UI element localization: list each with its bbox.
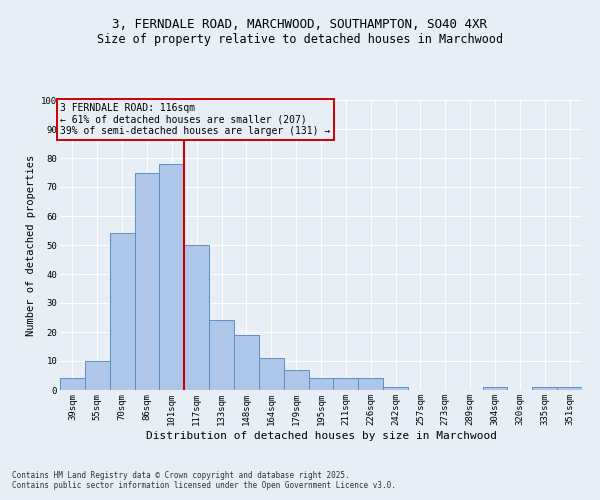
X-axis label: Distribution of detached houses by size in Marchwood: Distribution of detached houses by size … [146, 430, 497, 440]
Bar [209, 320, 234, 390]
Bar [184, 245, 209, 390]
Bar [557, 387, 582, 390]
Bar [334, 378, 358, 390]
Text: 3, FERNDALE ROAD, MARCHWOOD, SOUTHAMPTON, SO40 4XR: 3, FERNDALE ROAD, MARCHWOOD, SOUTHAMPTON… [113, 18, 487, 30]
Bar [308, 378, 334, 390]
Bar [110, 234, 134, 390]
Bar [234, 335, 259, 390]
Bar [160, 164, 184, 390]
Text: Contains HM Land Registry data © Crown copyright and database right 2025.
Contai: Contains HM Land Registry data © Crown c… [12, 470, 396, 490]
Bar [259, 358, 284, 390]
Bar [85, 361, 110, 390]
Bar [358, 378, 383, 390]
Bar [383, 387, 408, 390]
Text: Size of property relative to detached houses in Marchwood: Size of property relative to detached ho… [97, 32, 503, 46]
Bar [532, 387, 557, 390]
Bar [482, 387, 508, 390]
Bar [134, 172, 160, 390]
Bar [284, 370, 308, 390]
Bar [60, 378, 85, 390]
Text: 3 FERNDALE ROAD: 116sqm
← 61% of detached houses are smaller (207)
39% of semi-d: 3 FERNDALE ROAD: 116sqm ← 61% of detache… [60, 103, 330, 136]
Y-axis label: Number of detached properties: Number of detached properties [26, 154, 35, 336]
